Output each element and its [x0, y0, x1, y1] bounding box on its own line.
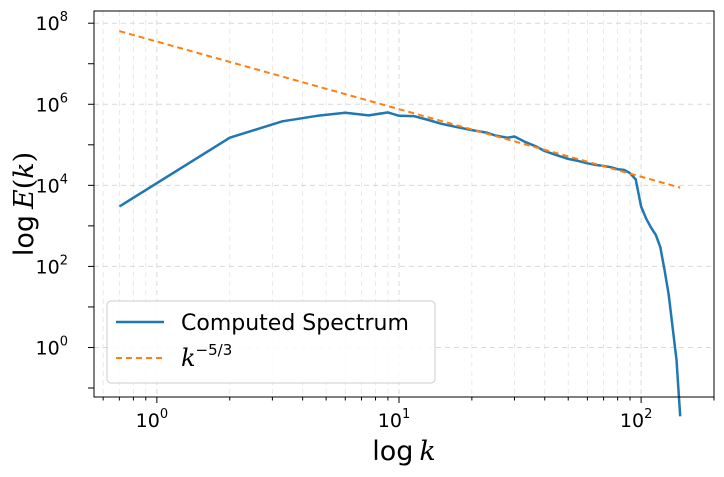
x-tick-label: 101	[378, 407, 410, 432]
y-tick-label: 106	[36, 91, 68, 116]
y-tick-label: 108	[36, 10, 68, 35]
y-tick-label: 104	[36, 172, 68, 197]
x-tick-label: 100	[136, 407, 168, 432]
y-axis-label: logE(k)	[9, 152, 40, 256]
legend-power-law-base: k	[181, 344, 196, 372]
legend-power-law-exp: −5/3	[196, 341, 233, 359]
plot-frame	[93, 10, 715, 398]
series-layer	[118, 30, 682, 417]
x-tick-label: 102	[620, 407, 652, 432]
y-tick-label: 102	[36, 253, 68, 278]
ticks: 100 101 102 100 102 104 106 108	[36, 10, 715, 432]
legend: Computed Spectrum k−5/3	[106, 300, 436, 384]
legend-label-power-law: k−5/3	[181, 341, 232, 372]
legend-box	[106, 300, 436, 384]
power-law-line	[119, 30, 681, 189]
x-axis-label: log k	[372, 436, 436, 467]
y-tick-label: 100	[36, 334, 68, 359]
computed-spectrum-line	[118, 111, 682, 417]
legend-label-computed: Computed Spectrum	[181, 311, 409, 336]
